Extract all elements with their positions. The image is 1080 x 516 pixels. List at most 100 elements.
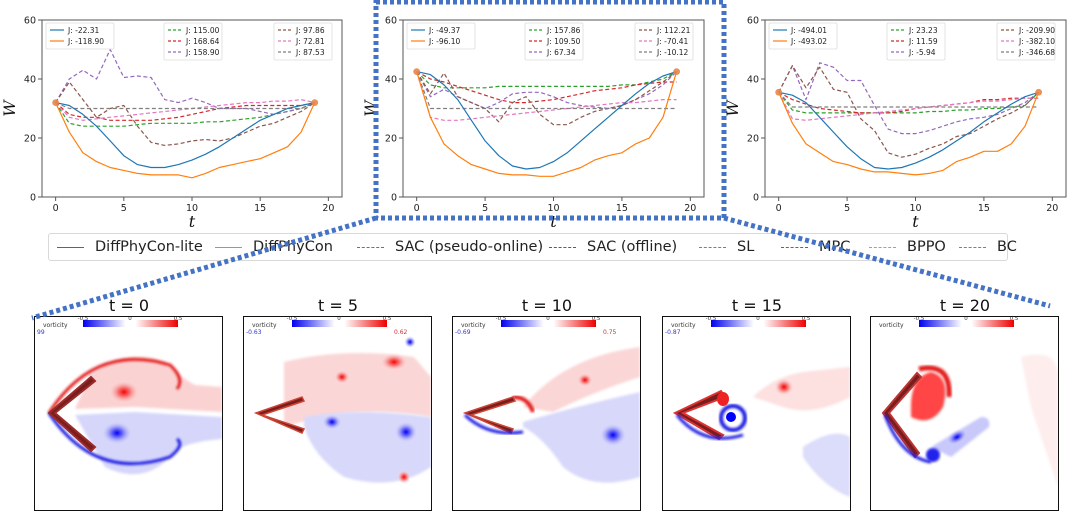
- flapping-body: [462, 396, 517, 434]
- vorticity-field: vorticity -0.5 0 0.5 99: [37, 317, 222, 475]
- y-tick-label: 20: [385, 134, 397, 145]
- y-tick-label: 20: [24, 134, 36, 145]
- series-line-bc: [55, 102, 315, 110]
- vorticity-min-label: 99: [37, 329, 45, 336]
- x-tick-label: 20: [1046, 203, 1058, 214]
- shear-layer-bottom: [463, 413, 524, 435]
- inner-legend-label: J: 97.86: [295, 26, 325, 35]
- legend-swatch: [781, 246, 808, 248]
- vortex-negative-core: [726, 412, 736, 422]
- colorbar-tick-label: 0: [756, 317, 760, 322]
- snapshot-title: t = 15: [731, 296, 783, 315]
- inner-legend-label: J: 158.90: [185, 48, 220, 57]
- colorbar-tick-label: 0: [337, 317, 341, 322]
- inner-legend-label: J: 115.00: [185, 26, 220, 35]
- colorbar-tick-label: 0: [964, 317, 968, 322]
- y-tick-label: 0: [30, 193, 36, 204]
- x-tick-label: 20: [684, 203, 696, 214]
- colorbar-tick-label: 0: [128, 317, 132, 322]
- snapshot-title: t = 10: [521, 296, 573, 315]
- legend-item-mpc: MPC: [781, 234, 850, 260]
- inner-legend-frame: [886, 22, 946, 61]
- legend-swatch: [699, 246, 726, 248]
- x-tick-label: 15: [254, 203, 266, 214]
- colorbar-tick-label: -0.5: [914, 317, 925, 322]
- wake-residue: [1021, 354, 1058, 487]
- inner-legend-label: J: -5.94: [908, 48, 936, 57]
- inner-legend-2: J: 115.00 J: 168.64 J: 158.90: [163, 22, 223, 61]
- inner-legend-label: J: -22.31: [67, 26, 100, 35]
- vorticity-field: vorticity -0.5 0 0.5 -0.69 0.75: [455, 317, 640, 483]
- colorbar: [919, 320, 1014, 327]
- y-tick-label: 40: [385, 75, 397, 86]
- shear-layer-bottom: [883, 414, 932, 464]
- inner-legend-label: J: -346.68: [1018, 48, 1055, 57]
- x-tick-label: 5: [121, 203, 127, 214]
- wake-positive: [284, 353, 431, 427]
- colorbar-tick-label: 0.5: [383, 317, 392, 322]
- legend-label: SAC (pseudo-online): [395, 239, 544, 255]
- vortex-negative: [926, 448, 940, 462]
- vortex-positive: [380, 353, 408, 371]
- colorbar-tick-label: 0.5: [592, 317, 601, 322]
- inner-legend-frame: [163, 22, 223, 61]
- legend-label: BPPO: [907, 239, 946, 255]
- x-tick-label: 5: [844, 203, 850, 214]
- y-tick-label: 40: [24, 75, 36, 86]
- legend-label: MPC: [819, 239, 851, 255]
- shear-layer-top: [47, 357, 182, 414]
- y-tick-label: 0: [753, 193, 759, 204]
- wake-positive: [75, 356, 222, 412]
- x-axis-label: t: [550, 212, 557, 230]
- wake-positive: [753, 367, 850, 411]
- flapping-body: [47, 375, 97, 453]
- vortex-negative: [394, 421, 418, 443]
- vorticity-max-label: 0.75: [603, 329, 617, 336]
- vortex-negative: [946, 428, 968, 446]
- vortex-positive: [911, 372, 946, 421]
- colorbar: [83, 320, 178, 327]
- vorticity-min-label: -0.63: [246, 329, 262, 336]
- endpoint-marker: [1035, 88, 1043, 96]
- legend-swatch: [215, 246, 242, 248]
- inner-legend-label: J: 109.50: [546, 37, 581, 46]
- snapshot-title: t = 0: [108, 296, 150, 315]
- colorbar-tick-label: 0.5: [174, 317, 183, 322]
- series-line-mpc: [778, 65, 1040, 158]
- colorbar-tick-label: -0.5: [706, 317, 717, 322]
- inner-legend-1: J: -22.31 J: -118.90: [45, 22, 115, 50]
- vorticity-min-label: -0.87: [665, 329, 681, 336]
- legend-item-sl: SL: [699, 234, 754, 260]
- flapping-body: [253, 396, 306, 434]
- series-line-diffphycon: [778, 92, 1040, 176]
- legend-item-bppo: BPPO: [869, 234, 946, 260]
- y-axis-label: W: [0, 99, 19, 117]
- vortex-negative: [599, 423, 627, 447]
- vortex-positive: [577, 373, 593, 387]
- colorbar-tick-label: 0: [546, 317, 550, 322]
- colorbar-tick-label: -0.5: [78, 317, 89, 322]
- inner-legend-1: J: -49.37 J: -96.10: [406, 22, 476, 50]
- vorticity-panel: vorticity -0.5 0 0.5 99: [34, 316, 223, 511]
- inner-legend-frame: [273, 22, 333, 61]
- series-line-diffphycon-lite: [778, 91, 1039, 170]
- legend-label: SAC (offline): [587, 239, 678, 255]
- inner-legend-label: J: -209.90: [1018, 26, 1055, 35]
- vortex-negative: [101, 421, 133, 445]
- colorbar-tick-label: 0.5: [802, 317, 811, 322]
- inner-legend-label: J: 157.86: [546, 26, 581, 35]
- colorbar-label: vorticity: [461, 322, 486, 329]
- x-tick-label: 0: [414, 203, 420, 214]
- shear-layer-bottom: [675, 414, 744, 440]
- inner-legend-label: J: 168.64: [185, 37, 220, 46]
- x-tick-label: 10: [909, 203, 921, 214]
- inner-legend-label: J: -96.10: [428, 37, 461, 46]
- shear-layer-bottom: [47, 412, 182, 466]
- endpoint-marker: [413, 68, 421, 76]
- series-line-bc: [778, 91, 1039, 108]
- shared-legend: DiffPhyCon-lite DiffPhyCon SAC (pseudo-o…: [48, 233, 1017, 261]
- y-tick-label: 40: [747, 75, 759, 86]
